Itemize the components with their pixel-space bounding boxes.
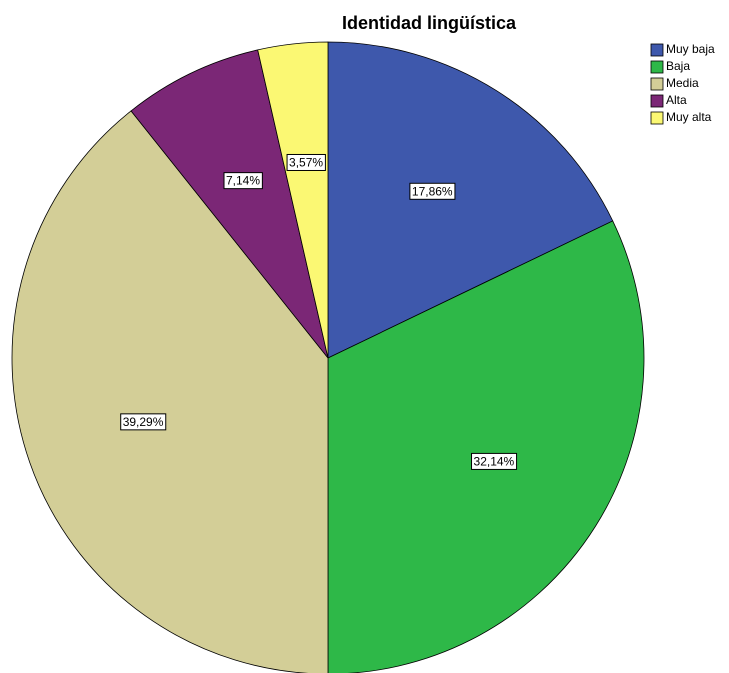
pie-slice <box>327 220 645 673</box>
data-label: 32,14% <box>474 454 515 468</box>
data-label-box <box>223 172 263 190</box>
data-label: 17,86% <box>412 184 453 198</box>
legend-swatch <box>650 43 664 57</box>
data-label-box <box>409 182 456 200</box>
legend-label: Baja <box>666 59 690 73</box>
data-label-box <box>286 153 326 171</box>
legend-label: Alta <box>666 93 687 107</box>
legend-label: Muy baja <box>666 42 715 56</box>
legend-label: Muy alta <box>666 110 712 124</box>
pie-slice <box>327 41 614 359</box>
legend-label: Media <box>666 76 699 90</box>
legend-swatch <box>650 60 664 74</box>
chart-title: Identidad lingüística <box>342 13 517 33</box>
pie-slice <box>257 41 329 359</box>
pie-slice <box>130 49 329 359</box>
legend-swatch <box>650 111 664 125</box>
data-label: 39,29% <box>123 415 164 429</box>
legend-swatch <box>650 77 664 91</box>
data-label: 7,14% <box>226 174 260 188</box>
data-label: 3,57% <box>289 155 323 169</box>
legend-swatch <box>650 94 664 108</box>
data-label-box <box>471 452 518 470</box>
pie-slice <box>11 110 329 673</box>
data-label-box <box>120 413 167 431</box>
